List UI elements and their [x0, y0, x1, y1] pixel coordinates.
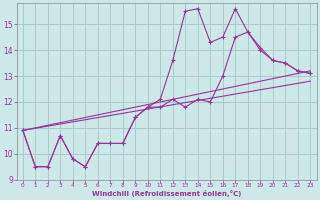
- X-axis label: Windchill (Refroidissement éolien,°C): Windchill (Refroidissement éolien,°C): [92, 190, 241, 197]
